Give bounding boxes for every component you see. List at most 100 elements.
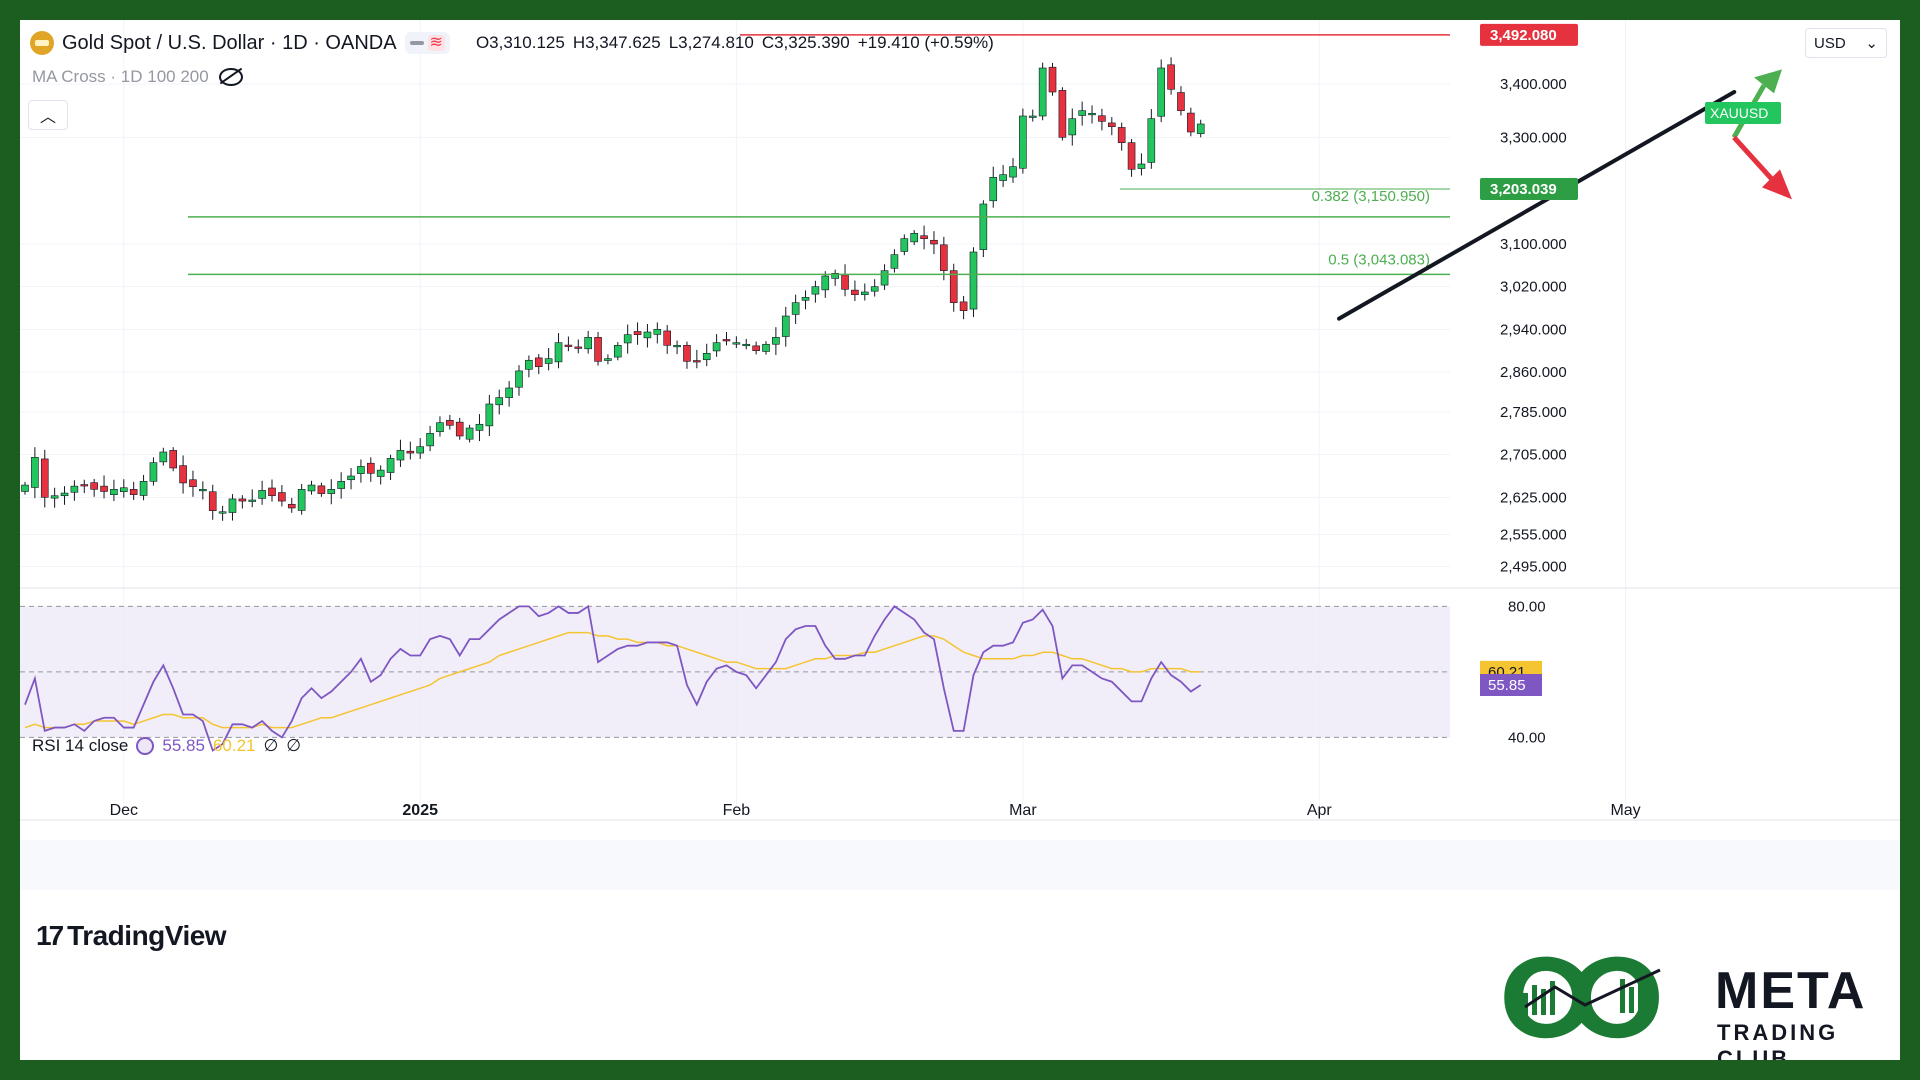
candle-body bbox=[821, 275, 830, 291]
candle-body bbox=[436, 422, 444, 433]
candle-body bbox=[604, 358, 612, 361]
candle-body bbox=[831, 273, 839, 279]
candle bbox=[327, 479, 336, 505]
candle bbox=[287, 497, 296, 513]
candle-body bbox=[426, 433, 434, 447]
rsi-label[interactable]: RSI 14 close bbox=[32, 736, 129, 755]
candle-body bbox=[1048, 66, 1057, 93]
candle bbox=[613, 342, 622, 361]
rsi-tick-label: 40.00 bbox=[1508, 729, 1546, 746]
candle-body bbox=[258, 490, 266, 499]
candle-body bbox=[31, 457, 39, 488]
candle-body bbox=[1028, 115, 1037, 118]
candle-body bbox=[307, 484, 316, 492]
candle bbox=[110, 479, 118, 502]
refresh-icon[interactable] bbox=[136, 737, 155, 755]
candle bbox=[949, 263, 958, 312]
time-tick-label: May bbox=[1610, 802, 1640, 819]
price-tick-label: 2,860.000 bbox=[1500, 364, 1567, 381]
candle-body bbox=[1177, 92, 1185, 111]
candle bbox=[604, 354, 612, 365]
candle-body bbox=[683, 345, 691, 362]
low-value: L3,274.810 bbox=[668, 33, 754, 52]
candle bbox=[1028, 109, 1037, 122]
candle-body bbox=[455, 421, 464, 437]
candle bbox=[90, 478, 98, 497]
rsi-ma-line bbox=[24, 631, 1201, 729]
meta-infinity-icon bbox=[1504, 956, 1661, 1039]
price-tick-label: 2,940.000 bbox=[1500, 321, 1567, 338]
candle-body bbox=[70, 485, 79, 493]
candle-body bbox=[416, 446, 425, 454]
candle-body bbox=[1127, 142, 1136, 170]
candle bbox=[821, 271, 830, 298]
candle-body bbox=[851, 289, 859, 295]
symbol-title[interactable]: Gold Spot / U.S. Dollar · 1D · OANDA bbox=[62, 31, 397, 54]
candle bbox=[278, 485, 286, 507]
time-tick-label: 2025 bbox=[402, 802, 438, 819]
price-tick-label: 2,625.000 bbox=[1500, 489, 1567, 506]
candle bbox=[159, 447, 168, 466]
candle bbox=[989, 166, 998, 208]
time-tick-label: Feb bbox=[723, 802, 751, 819]
candle-body bbox=[525, 359, 533, 370]
tradingview-logo[interactable]: 17 TradingView bbox=[36, 920, 227, 952]
candle-body bbox=[337, 481, 345, 489]
candle-body bbox=[801, 297, 810, 301]
candle bbox=[643, 324, 652, 348]
candle-body bbox=[386, 458, 395, 473]
candle bbox=[1157, 59, 1165, 123]
chart-canvas[interactable]: 0.382 (3,150.950) 0.5 (3,043.083) 3,400.00… bbox=[20, 20, 1900, 1060]
candle-body bbox=[623, 334, 632, 344]
candle bbox=[1137, 153, 1146, 176]
candle-body bbox=[1108, 122, 1116, 127]
indicator-label[interactable]: MA Cross · 1D 100 200 bbox=[32, 67, 209, 86]
candle-body bbox=[1147, 118, 1156, 163]
rsi-ma-legend-value: 60.21 bbox=[212, 736, 256, 755]
candle bbox=[406, 441, 415, 460]
candle bbox=[307, 480, 316, 495]
candle-body bbox=[930, 239, 938, 245]
candle bbox=[544, 348, 553, 371]
candle-body bbox=[959, 301, 968, 311]
candle-body bbox=[653, 329, 662, 335]
candle-body bbox=[1088, 113, 1096, 116]
candle-body bbox=[406, 450, 415, 454]
candle-body bbox=[989, 177, 998, 202]
candle bbox=[396, 439, 405, 467]
candle bbox=[416, 438, 425, 459]
candle bbox=[860, 283, 869, 301]
candle-body bbox=[564, 344, 573, 347]
candle-body bbox=[1068, 118, 1077, 136]
candle-body bbox=[544, 358, 553, 364]
candle bbox=[179, 455, 187, 494]
candle-body bbox=[366, 462, 375, 474]
eye-off-icon[interactable] bbox=[218, 68, 243, 86]
candle-body bbox=[396, 450, 405, 461]
symbol-actions[interactable]: ≋ bbox=[404, 32, 450, 54]
candle bbox=[979, 200, 988, 258]
candle bbox=[199, 481, 207, 500]
candle bbox=[120, 479, 128, 498]
candle bbox=[920, 225, 928, 250]
candle bbox=[584, 330, 592, 354]
resistance-price-tag-text: 3,492.080 bbox=[1490, 27, 1557, 44]
symbol-tag-bg bbox=[1705, 102, 1781, 124]
resistance-price-tag: 3,492.080 bbox=[1480, 23, 1578, 46]
bottom-toolbar bbox=[20, 840, 1900, 890]
candle bbox=[1196, 119, 1205, 138]
candle bbox=[1058, 87, 1067, 141]
candle-body bbox=[702, 353, 711, 361]
candle-body bbox=[732, 342, 741, 345]
rsi-legend: RSI 14 close 55.85 60.21 ∅ ∅ bbox=[32, 736, 301, 756]
candle bbox=[376, 465, 385, 485]
rsi-tag-bg bbox=[1480, 674, 1542, 696]
candle-body bbox=[297, 489, 306, 511]
collapse-legend-button[interactable]: ︿ bbox=[28, 100, 68, 130]
indicator-legend: MA Cross · 1D 100 200 bbox=[32, 67, 243, 87]
rsi-extra-1: ∅ bbox=[263, 736, 279, 755]
rsi-extra-2: ∅ bbox=[286, 736, 302, 755]
currency-select[interactable]: USD ⌄ bbox=[1805, 28, 1887, 58]
candle-body bbox=[159, 451, 168, 463]
arrow-down-head bbox=[1762, 169, 1792, 200]
